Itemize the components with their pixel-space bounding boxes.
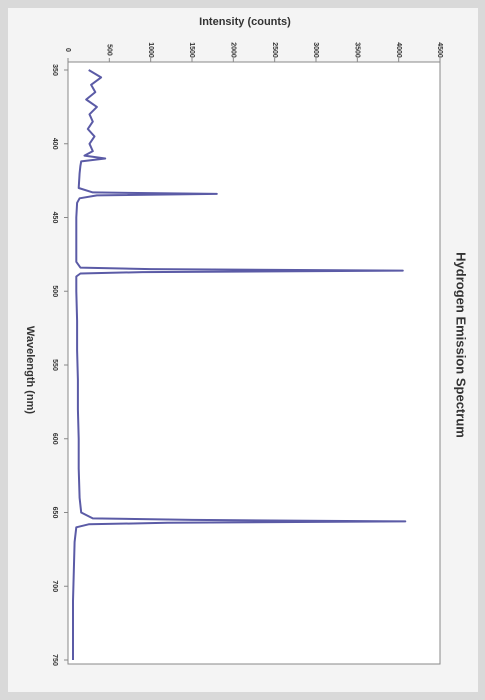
- spectrum-line: [72, 69, 407, 660]
- y-tick-label: 500: [105, 44, 112, 56]
- x-tick-label: 750: [51, 654, 58, 666]
- y-tick-label: 1500: [188, 42, 195, 58]
- y-tick-label: 4500: [436, 42, 443, 58]
- x-tick-label: 700: [51, 580, 58, 592]
- y-tick-label: 0: [64, 48, 71, 52]
- x-tick-label: 650: [51, 507, 58, 519]
- y-tick-label: 3500: [353, 42, 360, 58]
- y-axis-title: Intensity (counts): [199, 16, 291, 28]
- y-tick-label: 2000: [229, 42, 236, 58]
- x-tick-label: 550: [51, 359, 58, 371]
- y-tick-label: 2500: [271, 42, 278, 58]
- x-axis-title: Wavelength (nm): [24, 326, 36, 415]
- x-tick-label: 500: [51, 285, 58, 297]
- x-tick-label: 600: [51, 433, 58, 445]
- y-tick-label: 3000: [312, 42, 319, 58]
- x-tick-label: 400: [51, 138, 58, 150]
- chart-title: Hydrogen Emission Spectrum: [454, 252, 469, 438]
- y-tick-label: 1000: [147, 42, 154, 58]
- x-tick-label: 350: [51, 64, 58, 76]
- plot-area: [67, 61, 441, 665]
- x-tick-label: 450: [51, 212, 58, 224]
- y-tick-label: 4000: [395, 42, 402, 58]
